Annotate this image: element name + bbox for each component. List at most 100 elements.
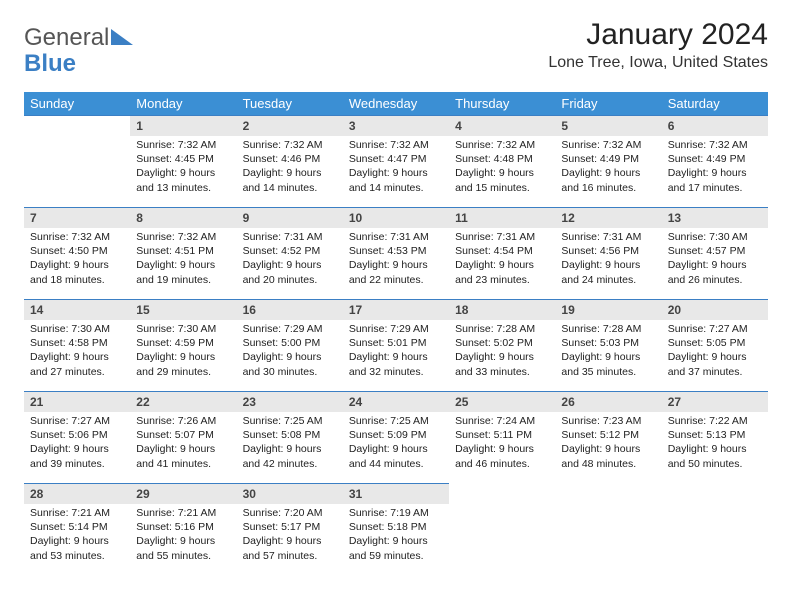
day-detail-line: Sunset: 4:49 PM [668,152,762,166]
day-detail-line: Sunset: 5:11 PM [455,428,549,442]
weekday-header: Thursday [449,92,555,116]
day-detail-line: Daylight: 9 hours [561,166,655,180]
day-detail-line: Sunset: 5:01 PM [349,336,443,350]
day-detail-line: Sunset: 4:45 PM [136,152,230,166]
day-detail-line: Sunset: 4:54 PM [455,244,549,258]
day-detail-line: Daylight: 9 hours [30,258,124,272]
logo: General [24,18,133,52]
day-detail-line: and 39 minutes. [30,457,124,471]
day-number: 12 [555,208,661,228]
day-detail-line: and 33 minutes. [455,365,549,379]
day-detail-line: and 46 minutes. [455,457,549,471]
day-detail-line: Sunrise: 7:30 AM [668,230,762,244]
logo-text-a: General [24,24,109,52]
calendar-day-cell [449,484,555,576]
day-detail-line: Daylight: 9 hours [668,350,762,364]
day-details: Sunrise: 7:21 AMSunset: 5:14 PMDaylight:… [24,504,130,567]
calendar-day-cell: 11Sunrise: 7:31 AMSunset: 4:54 PMDayligh… [449,208,555,300]
day-number: 18 [449,300,555,320]
day-detail-line: Sunset: 4:58 PM [30,336,124,350]
day-detail-line: Daylight: 9 hours [455,442,549,456]
day-detail-line: Daylight: 9 hours [30,534,124,548]
weekday-header: Monday [130,92,236,116]
day-detail-line: Daylight: 9 hours [349,350,443,364]
day-detail-line: Sunset: 5:09 PM [349,428,443,442]
calendar-day-cell: 5Sunrise: 7:32 AMSunset: 4:49 PMDaylight… [555,116,661,208]
day-details: Sunrise: 7:32 AMSunset: 4:49 PMDaylight:… [555,136,661,199]
day-details: Sunrise: 7:27 AMSunset: 5:05 PMDaylight:… [662,320,768,383]
day-number: 28 [24,484,130,504]
day-number: 29 [130,484,236,504]
day-detail-line: Sunset: 5:17 PM [243,520,337,534]
day-detail-line: Sunrise: 7:25 AM [243,414,337,428]
day-detail-line: Sunrise: 7:22 AM [668,414,762,428]
day-detail-line: and 30 minutes. [243,365,337,379]
day-details: Sunrise: 7:22 AMSunset: 5:13 PMDaylight:… [662,412,768,475]
day-detail-line: Daylight: 9 hours [349,258,443,272]
calendar-day-cell: 30Sunrise: 7:20 AMSunset: 5:17 PMDayligh… [237,484,343,576]
day-detail-line: and 13 minutes. [136,181,230,195]
calendar-day-cell: 16Sunrise: 7:29 AMSunset: 5:00 PMDayligh… [237,300,343,392]
day-detail-line: Daylight: 9 hours [455,166,549,180]
day-detail-line: Daylight: 9 hours [136,166,230,180]
calendar-day-cell: 20Sunrise: 7:27 AMSunset: 5:05 PMDayligh… [662,300,768,392]
day-details: Sunrise: 7:32 AMSunset: 4:45 PMDaylight:… [130,136,236,199]
day-details: Sunrise: 7:31 AMSunset: 4:56 PMDaylight:… [555,228,661,291]
day-detail-line: Sunset: 4:47 PM [349,152,443,166]
day-details: Sunrise: 7:30 AMSunset: 4:58 PMDaylight:… [24,320,130,383]
day-detail-line: Sunrise: 7:32 AM [668,138,762,152]
day-detail-line: Sunset: 5:02 PM [455,336,549,350]
day-detail-line: and 19 minutes. [136,273,230,287]
day-details: Sunrise: 7:30 AMSunset: 4:57 PMDaylight:… [662,228,768,291]
calendar-day-cell: 17Sunrise: 7:29 AMSunset: 5:01 PMDayligh… [343,300,449,392]
calendar-day-cell: 9Sunrise: 7:31 AMSunset: 4:52 PMDaylight… [237,208,343,300]
weekday-header: Saturday [662,92,768,116]
day-detail-line: and 35 minutes. [561,365,655,379]
day-detail-line: and 26 minutes. [668,273,762,287]
day-detail-line: Sunset: 4:52 PM [243,244,337,258]
day-detail-line: Sunset: 4:56 PM [561,244,655,258]
day-details: Sunrise: 7:24 AMSunset: 5:11 PMDaylight:… [449,412,555,475]
day-detail-line: Sunset: 4:53 PM [349,244,443,258]
day-detail-line: Daylight: 9 hours [668,166,762,180]
day-number: 24 [343,392,449,412]
day-detail-line: Sunset: 5:07 PM [136,428,230,442]
day-details: Sunrise: 7:19 AMSunset: 5:18 PMDaylight:… [343,504,449,567]
day-detail-line: Sunset: 5:06 PM [30,428,124,442]
day-detail-line: and 17 minutes. [668,181,762,195]
day-detail-line: Daylight: 9 hours [243,350,337,364]
calendar-day-cell: 12Sunrise: 7:31 AMSunset: 4:56 PMDayligh… [555,208,661,300]
day-detail-line: and 32 minutes. [349,365,443,379]
calendar-day-cell: 3Sunrise: 7:32 AMSunset: 4:47 PMDaylight… [343,116,449,208]
day-detail-line: Sunrise: 7:21 AM [30,506,124,520]
day-detail-line: and 41 minutes. [136,457,230,471]
day-detail-line: and 44 minutes. [349,457,443,471]
day-detail-line: Daylight: 9 hours [243,534,337,548]
day-detail-line: Sunrise: 7:32 AM [455,138,549,152]
calendar-week-row: 14Sunrise: 7:30 AMSunset: 4:58 PMDayligh… [24,300,768,392]
calendar-table: SundayMondayTuesdayWednesdayThursdayFrid… [24,92,768,576]
day-details: Sunrise: 7:29 AMSunset: 5:00 PMDaylight:… [237,320,343,383]
day-detail-line: Sunrise: 7:32 AM [561,138,655,152]
day-number: 5 [555,116,661,136]
calendar-day-cell: 19Sunrise: 7:28 AMSunset: 5:03 PMDayligh… [555,300,661,392]
day-details: Sunrise: 7:21 AMSunset: 5:16 PMDaylight:… [130,504,236,567]
day-number: 22 [130,392,236,412]
day-number: 11 [449,208,555,228]
day-detail-line: Sunrise: 7:32 AM [30,230,124,244]
day-details: Sunrise: 7:23 AMSunset: 5:12 PMDaylight:… [555,412,661,475]
day-detail-line: and 55 minutes. [136,549,230,563]
day-details: Sunrise: 7:30 AMSunset: 4:59 PMDaylight:… [130,320,236,383]
day-detail-line: Daylight: 9 hours [455,350,549,364]
day-number: 6 [662,116,768,136]
day-detail-line: Sunrise: 7:26 AM [136,414,230,428]
day-detail-line: and 14 minutes. [243,181,337,195]
calendar-day-cell: 27Sunrise: 7:22 AMSunset: 5:13 PMDayligh… [662,392,768,484]
calendar-day-cell: 4Sunrise: 7:32 AMSunset: 4:48 PMDaylight… [449,116,555,208]
calendar-week-row: 1Sunrise: 7:32 AMSunset: 4:45 PMDaylight… [24,116,768,208]
day-detail-line: and 24 minutes. [561,273,655,287]
day-detail-line: Sunrise: 7:31 AM [349,230,443,244]
day-details: Sunrise: 7:31 AMSunset: 4:52 PMDaylight:… [237,228,343,291]
calendar-body: 1Sunrise: 7:32 AMSunset: 4:45 PMDaylight… [24,116,768,576]
day-detail-line: Sunrise: 7:24 AM [455,414,549,428]
